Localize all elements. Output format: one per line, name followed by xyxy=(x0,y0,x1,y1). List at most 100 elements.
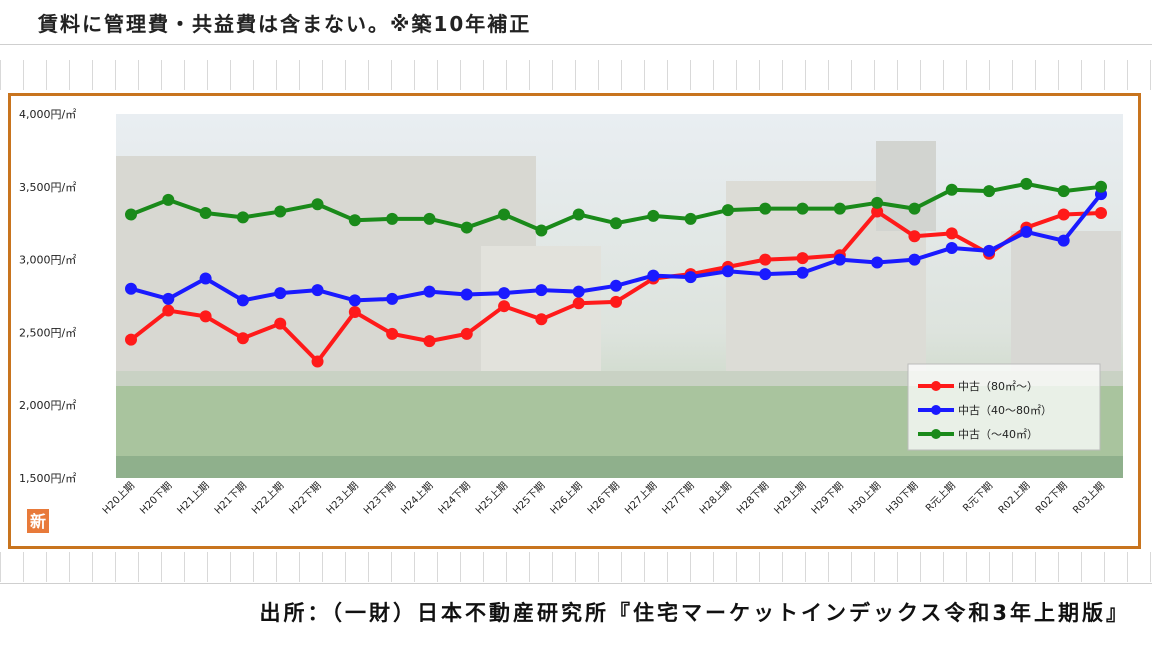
data-point xyxy=(498,300,511,313)
data-point xyxy=(386,327,399,340)
data-point xyxy=(1057,234,1070,247)
rent-trend-chart: 4,000円/㎡ 3,500円/㎡ 3,000円/㎡ 2,500円/㎡ 2,000円/㎡… xyxy=(19,108,1123,533)
grid-strip-bottom xyxy=(0,552,1152,582)
data-point xyxy=(348,294,361,307)
data-point xyxy=(460,288,473,301)
x-tick-label: H28下期 xyxy=(734,480,771,517)
x-tick-label: H21上期 xyxy=(175,480,212,517)
data-point xyxy=(125,208,137,221)
x-tick-label: H29下期 xyxy=(809,480,846,517)
data-point xyxy=(162,304,175,317)
data-point xyxy=(796,266,809,279)
data-point xyxy=(572,208,585,221)
data-point xyxy=(759,253,772,266)
y-tick-label: 2,500円/㎡ xyxy=(19,326,76,339)
data-point xyxy=(945,227,958,240)
data-point xyxy=(460,327,473,340)
x-tick-label: H27下期 xyxy=(660,480,697,517)
data-point xyxy=(199,207,212,220)
data-point xyxy=(759,268,772,281)
data-point xyxy=(1020,177,1033,190)
data-point xyxy=(721,265,734,278)
source-note: 出所：（一財）日本不動産研究所『住宅マーケットインデックス令和3年上期版』 xyxy=(259,601,1130,625)
data-point xyxy=(647,209,660,222)
data-point xyxy=(684,271,697,284)
legend-marker xyxy=(931,405,941,415)
data-point xyxy=(162,193,175,206)
data-point xyxy=(274,317,287,330)
x-axis: H20上期 H20下期 H21上期 H21下期 H22上期 H22下期 H23上期 H23下期… xyxy=(100,480,1107,517)
data-point xyxy=(833,202,846,215)
data-point xyxy=(647,269,660,282)
x-tick-label: R02上期 xyxy=(996,480,1033,517)
data-point xyxy=(348,306,361,319)
data-point xyxy=(908,202,921,215)
data-point xyxy=(498,208,511,221)
data-point xyxy=(610,217,622,230)
x-tick-label: H22上期 xyxy=(249,480,286,517)
x-tick-label: H30上期 xyxy=(846,480,883,517)
data-point xyxy=(535,284,548,297)
background-photo xyxy=(116,114,1123,478)
data-point xyxy=(1057,185,1070,198)
data-point xyxy=(610,295,622,308)
x-tick-label: H24上期 xyxy=(399,480,436,517)
x-tick-label: H22下期 xyxy=(287,480,324,517)
data-point xyxy=(236,294,249,307)
series-2 xyxy=(125,188,1107,307)
series-3 xyxy=(125,177,1107,237)
x-tick-label: H26下期 xyxy=(585,480,622,517)
x-tick-label: H20下期 xyxy=(137,480,174,517)
data-point xyxy=(386,212,399,225)
x-tick-label: H29上期 xyxy=(772,480,809,517)
data-point xyxy=(535,224,548,237)
data-point xyxy=(236,211,249,224)
data-point xyxy=(199,310,212,323)
legend-marker xyxy=(931,429,941,439)
data-point xyxy=(423,285,436,298)
data-point xyxy=(796,252,809,265)
data-point xyxy=(871,256,884,269)
x-tick-label: H23上期 xyxy=(324,480,361,517)
data-point xyxy=(833,253,846,266)
data-point xyxy=(423,335,436,348)
data-point xyxy=(945,183,958,196)
data-point xyxy=(610,279,622,292)
data-point xyxy=(274,205,287,218)
x-tick-label: H25上期 xyxy=(473,480,510,517)
data-point xyxy=(311,284,324,297)
data-point xyxy=(125,282,137,295)
data-point xyxy=(236,332,249,345)
data-point xyxy=(1057,208,1070,221)
data-point xyxy=(1095,207,1107,220)
x-tick-label: R02下期 xyxy=(1033,480,1070,517)
data-point xyxy=(572,285,585,298)
x-tick-label: H25下期 xyxy=(511,480,548,517)
data-point xyxy=(386,292,399,305)
data-point xyxy=(311,198,324,211)
new-badge: 新 xyxy=(27,509,49,533)
data-point xyxy=(871,205,884,218)
legend-label: 中古（40～80㎡） xyxy=(958,404,1052,417)
data-point xyxy=(684,212,697,225)
data-point xyxy=(983,244,996,257)
x-tick-label: H24下期 xyxy=(436,480,473,517)
series-lines xyxy=(125,177,1107,368)
header-note: 賃料に管理費・共益費は含まない。※築10年補正 xyxy=(38,12,532,36)
new-badge-text: 新 xyxy=(30,512,46,531)
data-point xyxy=(423,212,436,225)
data-point xyxy=(274,287,287,300)
y-tick-label: 1,500円/㎡ xyxy=(19,472,76,485)
y-tick-label: 4,000円/㎡ xyxy=(19,108,76,121)
x-tick-label: H26上期 xyxy=(548,480,585,517)
data-point xyxy=(908,230,921,243)
data-point xyxy=(348,214,361,227)
data-point xyxy=(871,196,884,209)
grid-strip-top xyxy=(0,60,1152,90)
data-point xyxy=(1095,180,1107,193)
y-axis: 4,000円/㎡ 3,500円/㎡ 3,000円/㎡ 2,500円/㎡ 2,000円/㎡… xyxy=(19,108,76,485)
x-tick-label: R03上期 xyxy=(1071,480,1108,517)
data-point xyxy=(1020,225,1033,238)
legend-label: 中古（～40㎡） xyxy=(958,428,1038,441)
x-tick-label: H20上期 xyxy=(100,480,137,517)
